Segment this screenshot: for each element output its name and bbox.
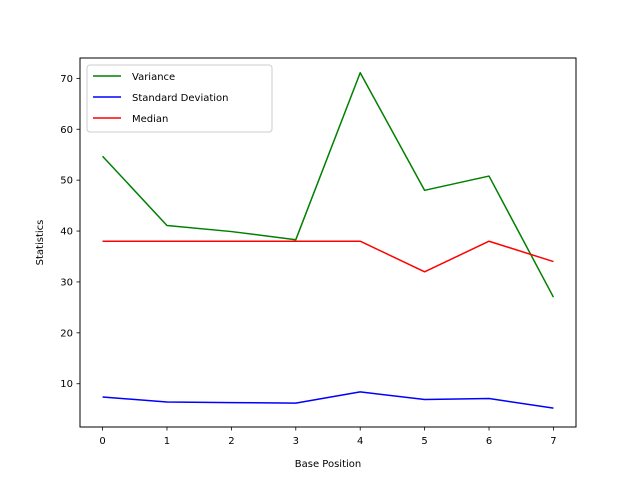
x-axis-label: Base Position (295, 459, 361, 470)
y-tick-label: 10 (60, 379, 73, 390)
x-axis-ticks: 0 1 2 3 4 5 6 7 (99, 427, 557, 447)
x-tick-label: 7 (550, 436, 556, 447)
y-tick-label: 50 (60, 176, 73, 187)
x-tick-label: 0 (99, 436, 105, 447)
x-tick-label: 6 (486, 436, 492, 447)
series-line-standard-deviation (102, 391, 554, 409)
y-tick-label: 70 (60, 74, 73, 85)
x-tick-label: 5 (421, 436, 427, 447)
x-tick-label: 3 (293, 436, 299, 447)
legend-label-median: Median (132, 114, 168, 125)
legend: Variance Standard Deviation Median (86, 64, 273, 133)
y-axis-label: Statistics (35, 220, 46, 266)
series-line-variance (102, 72, 555, 298)
plot-area-frame (79, 57, 577, 428)
y-tick-label: 20 (60, 328, 73, 339)
series-line-median (102, 240, 554, 273)
x-tick-label: 1 (164, 436, 170, 447)
y-tick-label: 60 (60, 125, 73, 136)
y-axis-ticks: 10 20 30 40 50 60 70 (60, 74, 80, 390)
legend-frame (86, 64, 273, 133)
series-layer (102, 72, 555, 409)
legend-label-standard-deviation: Standard Deviation (132, 93, 229, 104)
y-tick-label: 30 (60, 277, 73, 288)
legend-label-variance: Variance (132, 72, 175, 83)
y-tick-label: 40 (60, 227, 73, 238)
x-tick-label: 2 (228, 436, 234, 447)
x-tick-label: 4 (357, 436, 363, 447)
